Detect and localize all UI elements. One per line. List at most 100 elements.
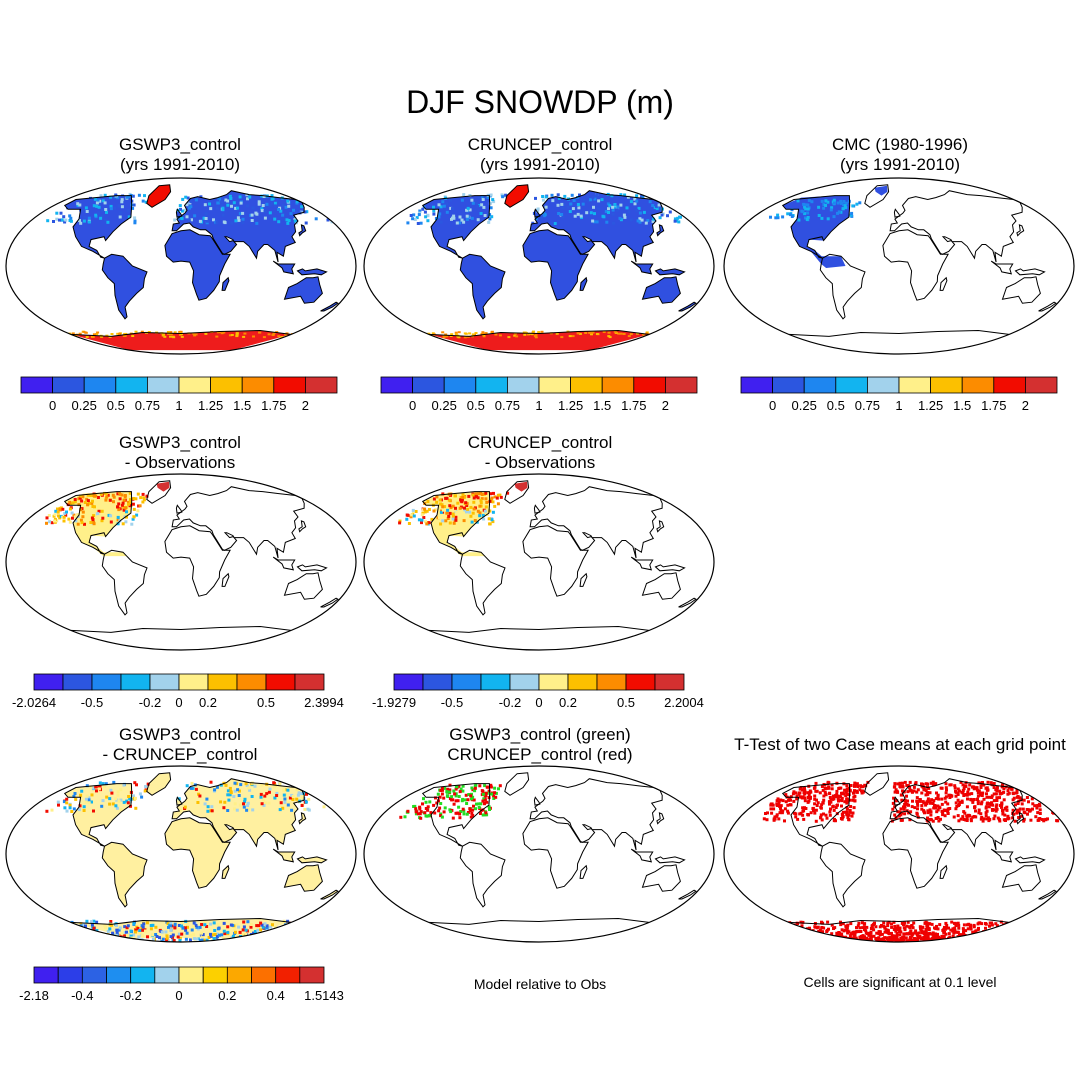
diff-cell [68,500,72,504]
snow-cell [92,204,96,208]
snow-cell [244,782,248,786]
sig-cell [894,929,898,933]
snow-cell [481,198,485,201]
sig-cell [484,811,488,815]
snow-cell [606,202,610,206]
snow-cell [216,201,220,205]
snow-cell [134,806,138,810]
coastline-namerica [421,783,491,847]
sig-cell [900,921,904,925]
snow-cell [468,194,472,197]
antarctic-cell [481,331,485,334]
sig-cell [783,819,786,823]
sig-cell [891,801,895,805]
colorbar-box [52,376,85,394]
diff-cell [91,518,95,522]
snow-cell [109,788,113,792]
coastline-indonesia [272,260,296,275]
snow-cell [627,210,631,214]
antarctic-cell [144,926,148,930]
diff-cell [96,515,100,518]
colorbar-label: 0.2 [199,695,217,710]
snow-cell [204,212,208,216]
sig-cell [979,812,983,816]
snow-cell [91,786,95,790]
sig-cell [922,801,926,805]
land-madagascar [222,277,229,291]
sig-cell [787,798,791,802]
antarctic-cell [220,933,224,937]
sig-cell [823,787,827,790]
colorbar-box [251,966,277,984]
sig-cell [433,811,437,815]
sig-cell [853,794,857,798]
snow-cell [119,798,123,802]
colorbar-box [393,673,424,691]
snow-cell [796,199,800,203]
colorbar-label: 2.2004 [664,695,704,710]
snow-cell [542,211,546,215]
antarctic-cell [444,333,448,336]
snow-cell [265,792,269,796]
snow-cell [629,200,633,204]
colorbar-label: 0 [409,398,416,413]
antarctic-cell [78,332,82,335]
sig-cell [896,928,900,932]
sig-cell [944,800,948,804]
diff-cell [48,520,52,524]
snow-cell [131,194,135,198]
sig-cell [951,927,955,931]
sig-cell [953,921,957,925]
diff-cell [56,507,59,511]
snow-cell [304,800,308,804]
snow-cell [118,215,122,219]
antarctic-cell [215,335,219,338]
snow-cell [189,205,193,209]
sig-cell [906,799,909,803]
colorbar-label: 0 [49,398,56,413]
sig-cell [840,932,844,936]
colorbar-label: 2 [302,398,309,413]
diff-cell [451,504,455,508]
map-gswp3 [5,177,357,355]
colorbar-label: 0.2 [559,695,577,710]
snow-cell [820,199,824,203]
sig-cell [977,789,981,793]
sig-cell [924,793,928,797]
snow-cell [570,193,574,197]
coastline-antarctica [428,329,650,337]
sig-cell [850,814,854,818]
snow-cell [63,220,67,224]
coastline-namerica [421,195,491,259]
sig-cell [878,925,882,929]
sig-cell [955,804,959,808]
snow-cell [105,210,108,214]
coastline-newzealand [1038,889,1057,900]
sig-cell [966,797,969,801]
sig-cell [1033,804,1037,808]
sig-cell [939,786,943,790]
sig-cell [440,792,444,796]
colorbar-label: -0.4 [71,988,93,1003]
land-africa [522,229,589,301]
sig-cell [878,939,881,942]
sig-cell [801,920,805,924]
colorbar-label: -0.2 [499,695,521,710]
sig-cell [929,781,933,785]
antarctic-cell [212,921,216,925]
sig-cell [487,805,491,809]
coastline-uk [175,796,183,806]
sig-cell [494,795,498,799]
snow-cell [544,205,548,209]
sig-cell [819,805,823,809]
antarctic-cell [190,928,194,932]
snow-cell [216,206,219,210]
sig-cell [471,808,475,812]
snow-cell [563,194,567,198]
diff-cell [487,517,491,521]
sig-cell [829,807,832,811]
sig-cell [764,812,767,815]
diff-cell [61,507,65,511]
colorbar-label: 0.75 [855,398,880,413]
snow-cell [504,193,508,197]
